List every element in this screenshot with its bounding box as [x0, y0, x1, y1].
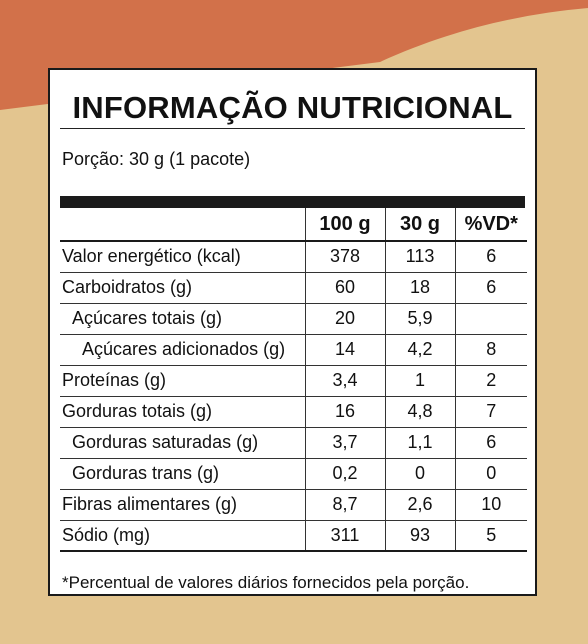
value-per-100g: 8,7 — [304, 489, 385, 521]
value-per-30g: 18 — [384, 272, 455, 304]
table-row: Açúcares adicionados (g) 14 4,2 8 — [60, 334, 527, 366]
table-row: Gorduras totais (g) 16 4,8 7 — [60, 396, 527, 428]
nutrient-name: Carboidratos (g) — [60, 272, 305, 304]
value-daily — [454, 303, 527, 335]
value-per-100g: 378 — [304, 241, 385, 273]
value-per-30g: 1 — [384, 365, 455, 397]
value-per-30g: 4,2 — [384, 334, 455, 366]
table-row: Fibras alimentares (g) 8,7 2,6 10 — [60, 489, 527, 521]
nutrient-name: Sódio (mg) — [60, 520, 305, 552]
value-per-30g: 2,6 — [384, 489, 455, 521]
nutrient-name: Açúcares totais (g) — [60, 303, 305, 335]
table-row: Açúcares totais (g) 20 5,9 — [60, 303, 527, 335]
value-daily: 6 — [454, 272, 527, 304]
header-per-30g: 30 g — [384, 208, 455, 242]
nutrient-name: Gorduras trans (g) — [60, 458, 305, 490]
table-row: Proteínas (g) 3,4 1 2 — [60, 365, 527, 397]
value-per-100g: 3,4 — [304, 365, 385, 397]
header-thick-bar — [60, 196, 525, 208]
value-daily: 5 — [454, 520, 527, 552]
table-row: Gorduras trans (g) 0,2 0 0 — [60, 458, 527, 490]
value-per-30g: 4,8 — [384, 396, 455, 428]
table-row: Sódio (mg) 311 93 5 — [60, 520, 527, 552]
value-per-100g: 16 — [304, 396, 385, 428]
nutrition-table: 100 g 30 g %VD* Valor energético (kcal) … — [60, 208, 527, 552]
nutrient-name: Gorduras saturadas (g) — [60, 427, 305, 459]
nutrient-name: Açúcares adicionados (g) — [60, 334, 305, 366]
value-daily: 2 — [454, 365, 527, 397]
value-per-100g: 311 — [304, 520, 385, 552]
value-per-30g: 113 — [384, 241, 455, 273]
value-per-100g: 20 — [304, 303, 385, 335]
nutrient-name: Fibras alimentares (g) — [60, 489, 305, 521]
table-row: Gorduras saturadas (g) 3,7 1,1 6 — [60, 427, 527, 459]
value-daily: 0 — [454, 458, 527, 490]
table-row: Carboidratos (g) 60 18 6 — [60, 272, 527, 304]
value-per-30g: 5,9 — [384, 303, 455, 335]
value-per-100g: 60 — [304, 272, 385, 304]
value-per-30g: 93 — [384, 520, 455, 552]
nutrient-name: Valor energético (kcal) — [60, 241, 305, 273]
portion-size: Porção: 30 g (1 pacote) — [62, 149, 251, 169]
value-per-100g: 14 — [304, 334, 385, 366]
label-title: INFORMAÇÃO NUTRICIONAL — [72, 90, 513, 125]
value-per-100g: 3,7 — [304, 427, 385, 459]
nutrient-name: Proteínas (g) — [60, 365, 305, 397]
title-divider — [60, 128, 525, 129]
value-per-30g: 0 — [384, 458, 455, 490]
value-daily: 8 — [454, 334, 527, 366]
header-per-100g: 100 g — [304, 208, 385, 242]
value-per-30g: 1,1 — [384, 427, 455, 459]
footnote: *Percentual de valores diários fornecido… — [62, 573, 470, 592]
table-row: Valor energético (kcal) 378 113 6 — [60, 241, 527, 273]
value-daily: 6 — [454, 241, 527, 273]
value-daily: 6 — [454, 427, 527, 459]
nutrition-facts-label: INFORMAÇÃO NUTRICIONAL Porção: 30 g (1 p… — [48, 68, 537, 596]
value-daily: 7 — [454, 396, 527, 428]
value-daily: 10 — [454, 489, 527, 521]
value-per-100g: 0,2 — [304, 458, 385, 490]
header-name — [60, 208, 305, 242]
header-daily-value: %VD* — [454, 208, 527, 242]
nutrient-name: Gorduras totais (g) — [60, 396, 305, 428]
table-header-row: 100 g 30 g %VD* — [60, 208, 527, 242]
